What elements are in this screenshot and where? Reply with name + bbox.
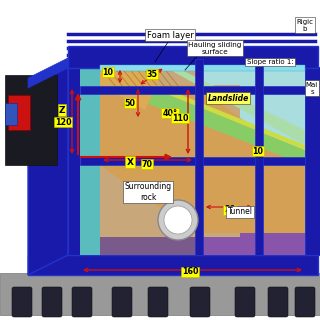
FancyBboxPatch shape [195,59,203,255]
FancyBboxPatch shape [100,237,305,255]
FancyBboxPatch shape [5,103,17,125]
Text: 120: 120 [55,117,71,126]
Text: Mai
s: Mai s [306,82,318,94]
Text: Z: Z [59,106,65,115]
Polygon shape [100,62,305,150]
Circle shape [164,206,192,234]
FancyBboxPatch shape [12,287,32,317]
FancyBboxPatch shape [80,157,305,165]
FancyBboxPatch shape [68,67,80,255]
FancyBboxPatch shape [80,67,305,255]
Text: 70: 70 [141,159,153,169]
FancyBboxPatch shape [80,67,100,255]
Text: 110: 110 [172,114,188,123]
FancyBboxPatch shape [100,85,240,237]
FancyBboxPatch shape [235,287,255,317]
FancyBboxPatch shape [8,95,30,130]
FancyBboxPatch shape [268,287,288,317]
Text: 20: 20 [224,205,236,214]
Text: 50: 50 [124,99,135,108]
Polygon shape [28,65,68,275]
Text: 40°: 40° [163,108,178,117]
FancyBboxPatch shape [112,287,132,317]
Text: Surrounding
rock: Surrounding rock [124,182,172,202]
Text: X: X [126,157,133,166]
Text: Tunnel: Tunnel [228,207,252,217]
FancyBboxPatch shape [100,65,305,71]
FancyBboxPatch shape [148,287,168,317]
FancyBboxPatch shape [305,67,320,255]
FancyBboxPatch shape [200,68,305,233]
Polygon shape [28,58,68,88]
FancyBboxPatch shape [80,86,305,94]
Polygon shape [68,62,80,255]
Text: 10: 10 [252,147,263,156]
Text: 35: 35 [147,69,157,78]
FancyBboxPatch shape [0,273,320,315]
Text: Landslide: Landslide [207,93,249,102]
FancyBboxPatch shape [5,75,57,165]
Polygon shape [100,67,305,165]
FancyBboxPatch shape [295,287,315,317]
FancyBboxPatch shape [255,59,263,255]
FancyBboxPatch shape [72,287,92,317]
Text: Hauling sliding
surface: Hauling sliding surface [188,42,242,54]
FancyBboxPatch shape [80,233,305,255]
FancyBboxPatch shape [195,165,305,255]
Circle shape [158,200,198,240]
Text: Foam layer: Foam layer [147,30,193,39]
FancyBboxPatch shape [190,287,210,317]
FancyBboxPatch shape [28,255,318,275]
Polygon shape [100,67,165,110]
Polygon shape [165,62,305,145]
Text: Slope ratio 1:: Slope ratio 1: [247,59,293,65]
Text: 10: 10 [102,68,114,76]
Polygon shape [100,85,305,233]
FancyBboxPatch shape [42,287,62,317]
Text: 160: 160 [182,268,198,276]
Text: Rigic
b: Rigic b [297,19,314,31]
FancyBboxPatch shape [68,46,318,68]
